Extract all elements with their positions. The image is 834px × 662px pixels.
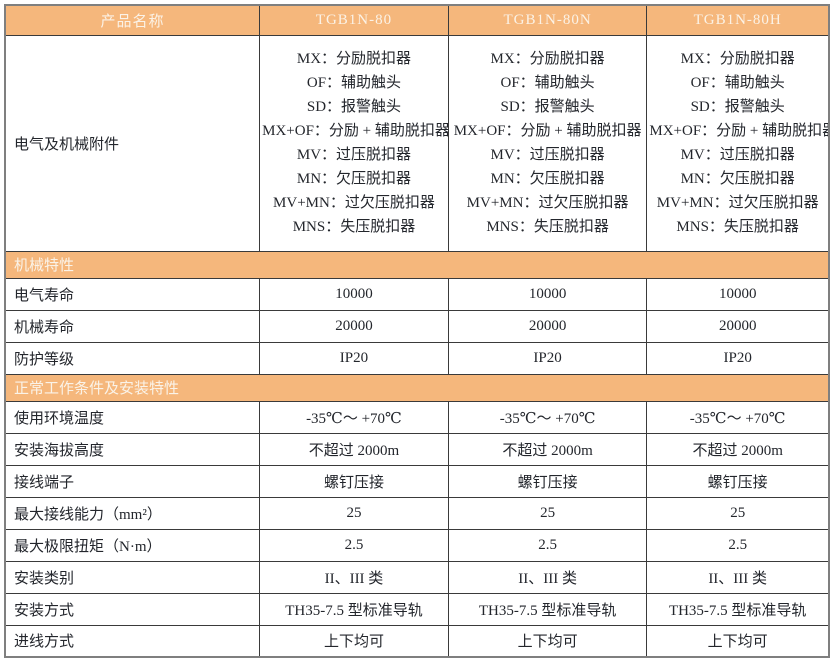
accessories-list-col2: MX：分励脱扣器 OF：辅助触头 SD：报警触头 MX+OF：分励 + 辅助脱扣器 MV… <box>447 34 648 252</box>
accessory-item: MV：过压脱扣器 <box>490 147 605 163</box>
spec-value-col2: 2.5 <box>447 528 648 562</box>
product-spec-table: 产品名称 TGB1N-80 TGB1N-80N TGB1N-80H 电气及机械附件 MX：… <box>4 4 830 658</box>
spec-row-label: 安装方式 <box>4 592 261 626</box>
header-product-name: 产品名称 <box>4 4 261 36</box>
accessory-item: MV：过压脱扣器 <box>296 147 412 163</box>
accessory-item: MX+OF：分励 + 辅助脱扣器 <box>453 123 642 139</box>
spec-value-col2: 10000 <box>447 277 648 311</box>
accessory-item: SD：报警触头 <box>690 99 785 115</box>
spec-row: 接线端子 螺钉压接 螺钉压接 螺钉压接 <box>4 464 830 498</box>
spec-value-col1: 10000 <box>259 277 449 311</box>
accessory-item: MV：过压脱扣器 <box>680 147 795 163</box>
spec-row-label: 进线方式 <box>4 624 261 658</box>
spec-value-col3: 螺钉压接 <box>646 464 830 498</box>
spec-value-col3: 20000 <box>646 309 830 343</box>
accessory-item: MN：欠压脱扣器 <box>296 171 412 187</box>
spec-row: 防护等级 IP20 IP20 IP20 <box>4 341 830 375</box>
spec-value-col3: IP20 <box>646 341 830 375</box>
spec-value-col3: -35℃～ +70℃ <box>646 400 830 434</box>
spec-value-col2: -35℃～ +70℃ <box>447 400 648 434</box>
accessory-item: MNS：失压脱扣器 <box>292 219 416 235</box>
accessories-row: 电气及机械附件 MX：分励脱扣器 OF：辅助触头 SD：报警触头 MX+OF：分励 + … <box>4 34 830 252</box>
spec-value-col2: IP20 <box>447 341 648 375</box>
spec-value-col3: 2.5 <box>646 528 830 562</box>
accessory-item: OF：辅助触头 <box>500 75 595 91</box>
spec-value-col3: TH35-7.5 型标准导轨 <box>646 592 830 626</box>
spec-value-col2: TH35-7.5 型标准导轨 <box>447 592 648 626</box>
spec-row: 电气寿命 10000 10000 10000 <box>4 277 830 311</box>
spec-row: 安装海拔高度 不超过 2000m 不超过 2000m 不超过 2000m <box>4 432 830 466</box>
header-model-tgb1n-80: TGB1N-80 <box>259 4 449 36</box>
spec-row-label: 最大极限扭矩（N·m） <box>4 528 261 562</box>
spec-value-col1: 2.5 <box>259 528 449 562</box>
spec-row-label: 接线端子 <box>4 464 261 498</box>
header-model-tgb1n-80h: TGB1N-80H <box>646 4 830 36</box>
section-title: 正常工作条件及安装特性 <box>4 373 830 402</box>
spec-value-col3: 不超过 2000m <box>646 432 830 466</box>
spec-row-label: 安装类别 <box>4 560 261 594</box>
accessory-item: MNS：失压脱扣器 <box>676 219 799 235</box>
section-header-row: 机械特性 <box>4 250 830 279</box>
spec-value-col3: 上下均可 <box>646 624 830 658</box>
header-row: 产品名称 TGB1N-80 TGB1N-80N TGB1N-80H <box>4 4 830 36</box>
spec-value-col1: 20000 <box>259 309 449 343</box>
accessory-item: MX：分励脱扣器 <box>296 51 412 67</box>
spec-value-col2: 不超过 2000m <box>447 432 648 466</box>
accessory-item: OF：辅助触头 <box>690 75 785 91</box>
spec-value-col2: 20000 <box>447 309 648 343</box>
spec-row-label: 电气寿命 <box>4 277 261 311</box>
spec-value-col1: IP20 <box>259 341 449 375</box>
spec-value-col1: II、III 类 <box>259 560 449 594</box>
spec-value-col1: 螺钉压接 <box>259 464 449 498</box>
accessory-item: OF：辅助触头 <box>306 75 402 91</box>
accessory-item: MN：欠压脱扣器 <box>490 171 605 187</box>
spec-value-col3: II、III 类 <box>646 560 830 594</box>
spec-row: 机械寿命 20000 20000 20000 <box>4 309 830 343</box>
section-title: 机械特性 <box>4 250 830 279</box>
spec-row: 安装类别 II、III 类 II、III 类 II、III 类 <box>4 560 830 594</box>
accessories-list-col1: MX：分励脱扣器 OF：辅助触头 SD：报警触头 MX+OF：分励 + 辅助脱扣器 MV… <box>259 34 449 252</box>
spec-value-col2: II、III 类 <box>447 560 648 594</box>
spec-row: 最大接线能力（mm²） 25 25 25 <box>4 496 830 530</box>
spec-row-label: 使用环境温度 <box>4 400 261 434</box>
accessory-item: MV+MN：过欠压脱扣器 <box>466 195 629 211</box>
spec-value-col1: -35℃～ +70℃ <box>259 400 449 434</box>
header-model-tgb1n-80n: TGB1N-80N <box>447 4 648 36</box>
spec-value-col1: 上下均可 <box>259 624 449 658</box>
spec-value-col1: TH35-7.5 型标准导轨 <box>259 592 449 626</box>
spec-row-label: 机械寿命 <box>4 309 261 343</box>
spec-value-col1: 25 <box>259 496 449 530</box>
spec-row-label: 安装海拔高度 <box>4 432 261 466</box>
spec-row-label: 防护等级 <box>4 341 261 375</box>
spec-row-label: 最大接线能力（mm²） <box>4 496 261 530</box>
accessory-item: MNS：失压脱扣器 <box>486 219 609 235</box>
accessory-item: MN：欠压脱扣器 <box>680 171 795 187</box>
accessory-item: MX：分励脱扣器 <box>490 51 605 67</box>
spec-row: 安装方式 TH35-7.5 型标准导轨 TH35-7.5 型标准导轨 TH35-7.5… <box>4 592 830 626</box>
spec-value-col2: 25 <box>447 496 648 530</box>
accessory-item: MV+MN：过欠压脱扣器 <box>656 195 819 211</box>
section-header-row: 正常工作条件及安装特性 <box>4 373 830 402</box>
accessory-item: SD：报警触头 <box>500 99 595 115</box>
spec-value-col1: 不超过 2000m <box>259 432 449 466</box>
accessory-item: MX：分励脱扣器 <box>680 51 795 67</box>
spec-value-col2: 螺钉压接 <box>447 464 648 498</box>
spec-row: 最大极限扭矩（N·m） 2.5 2.5 2.5 <box>4 528 830 562</box>
spec-value-col3: 25 <box>646 496 830 530</box>
accessory-item: MV+MN：过欠压脱扣器 <box>273 195 435 211</box>
accessories-label: 电气及机械附件 <box>4 34 261 252</box>
spec-row: 使用环境温度 -35℃～ +70℃ -35℃～ +70℃ -35℃～ +70℃ <box>4 400 830 434</box>
accessory-item: MX+OF：分励 + 辅助脱扣器 <box>262 123 449 139</box>
spec-value-col2: 上下均可 <box>447 624 648 658</box>
spec-row: 进线方式 上下均可 上下均可 上下均可 <box>4 624 830 658</box>
accessory-item: MX+OF：分励 + 辅助脱扣器 <box>649 123 829 139</box>
accessories-list-col3: MX：分励脱扣器 OF：辅助触头 SD：报警触头 MX+OF：分励 + 辅助脱扣器 MV… <box>646 34 830 252</box>
accessory-item: SD：报警触头 <box>306 99 402 115</box>
spec-value-col3: 10000 <box>646 277 830 311</box>
